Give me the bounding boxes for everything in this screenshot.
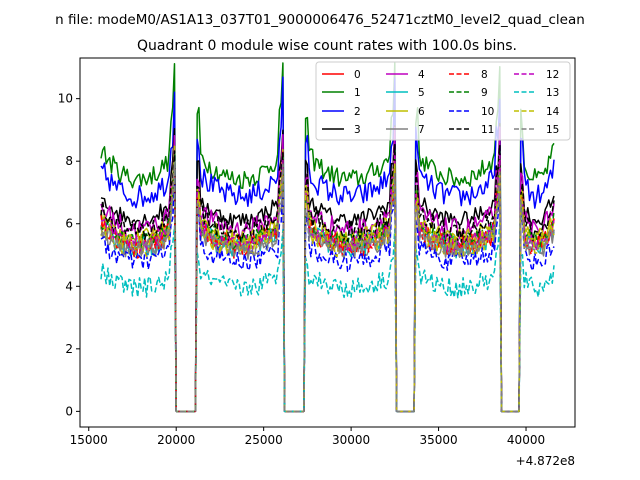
series-line-15 (100, 162, 555, 413)
legend-label-8: 8 (481, 69, 488, 81)
legend-label-5: 5 (418, 87, 425, 99)
legend-label-0: 0 (354, 69, 361, 81)
legend-label-2: 2 (354, 106, 361, 118)
y-tick-label: 8 (65, 154, 73, 168)
y-tick-label: 0 (65, 404, 73, 418)
x-tick-label: 15000 (70, 433, 108, 447)
legend-label-14: 14 (546, 106, 560, 118)
legend-label-7: 7 (418, 124, 425, 136)
legend-label-4: 4 (418, 69, 425, 81)
x-tick-label: 25000 (245, 433, 283, 447)
y-tick-label: 6 (65, 217, 73, 231)
legend-label-13: 13 (546, 87, 559, 99)
y-tick-label: 4 (65, 279, 73, 293)
legend-label-15: 15 (546, 124, 559, 136)
legend-label-1: 1 (354, 87, 361, 99)
x-tick-label: 35000 (419, 433, 457, 447)
chart-title: Quadrant 0 module wise count rates with … (137, 38, 517, 54)
x-tick-label: 20000 (157, 433, 195, 447)
x-tick-label: 30000 (332, 433, 370, 447)
legend-frame (315, 61, 571, 141)
figure-suptitle: n file: modeM0/AS1A13_037T01_9000006476_… (55, 12, 585, 28)
y-axis: 0 2 4 6 8 10 (58, 92, 80, 418)
x-tick-label: 40000 (507, 433, 545, 447)
plot-frame (79, 57, 576, 428)
y-tick-label: 10 (58, 92, 73, 106)
legend-label-3: 3 (354, 124, 361, 136)
legend-label-12: 12 (546, 69, 559, 81)
series-layer (100, 62, 555, 413)
series-line-3 (100, 122, 555, 413)
x-offset-label: +4.872e8 (516, 454, 575, 468)
legend-label-11: 11 (481, 124, 494, 136)
series-line-13 (100, 223, 555, 413)
legend-label-6: 6 (418, 106, 425, 118)
legend-label-9: 9 (481, 87, 488, 99)
x-axis: 15000 20000 25000 30000 35000 40000 (70, 427, 545, 447)
legend-label-10: 10 (481, 106, 494, 118)
y-tick-label: 2 (65, 342, 73, 356)
